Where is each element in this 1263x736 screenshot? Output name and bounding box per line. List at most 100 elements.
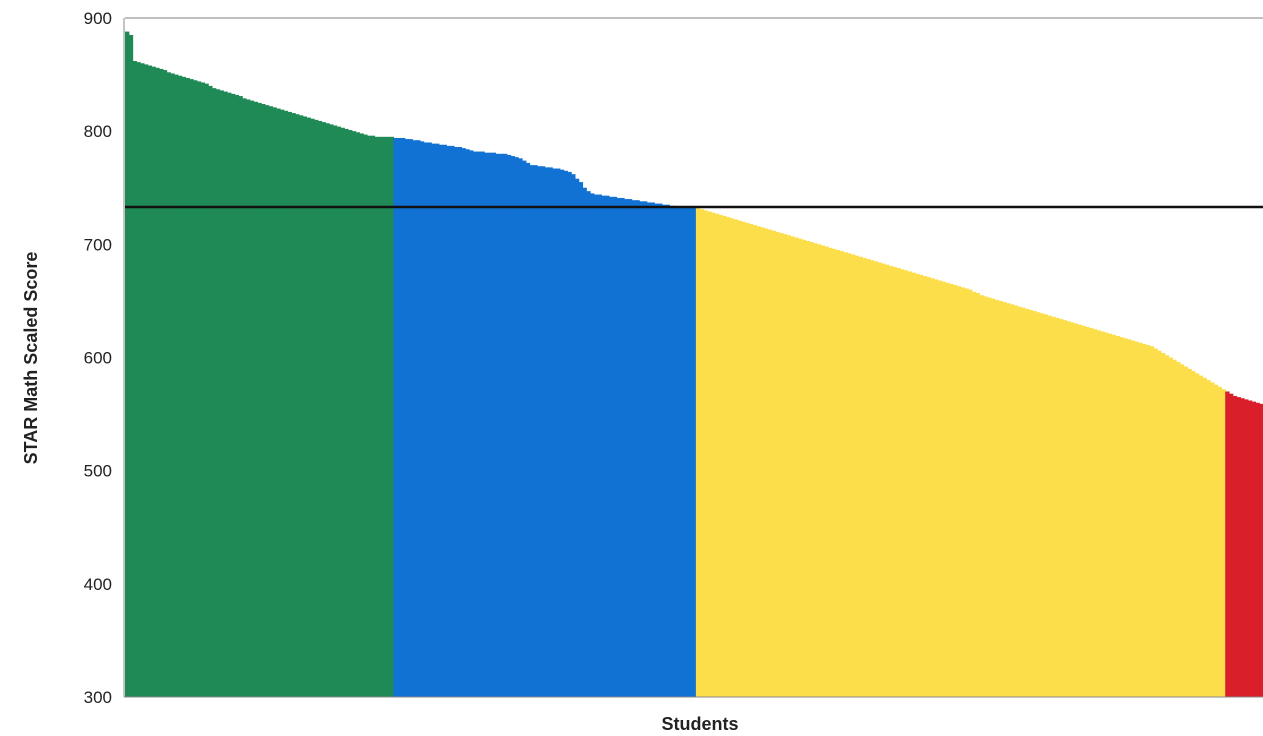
bar (1096, 330, 1102, 697)
bar (998, 300, 1003, 697)
bar (230, 93, 236, 697)
bar (688, 206, 693, 698)
bar (215, 89, 221, 698)
bar (658, 203, 663, 697)
bar (612, 196, 618, 698)
bar (419, 141, 425, 698)
bar (624, 199, 629, 697)
bar (695, 208, 701, 697)
bar (843, 252, 848, 697)
bar (1168, 357, 1173, 697)
bar (204, 83, 209, 697)
bar (824, 246, 829, 697)
bar (669, 205, 674, 698)
bar (1009, 304, 1015, 697)
bar (835, 249, 841, 698)
bar (775, 231, 780, 697)
bar (1017, 306, 1022, 697)
bar (510, 156, 516, 697)
bar (763, 228, 769, 698)
bar (1051, 316, 1056, 697)
bar (295, 114, 300, 697)
bar (472, 151, 478, 698)
y-tick-labels: 300 400 500 600 700 800 900 (84, 9, 112, 707)
bar (771, 230, 776, 697)
bar (627, 199, 633, 697)
bar (903, 270, 909, 697)
bar (1039, 313, 1045, 697)
bar (234, 94, 240, 697)
bar (794, 237, 799, 698)
bar (329, 124, 334, 697)
bar (298, 115, 304, 697)
bar (442, 144, 447, 697)
bar (960, 287, 965, 697)
bar (287, 111, 292, 698)
bar (427, 142, 432, 698)
bar (926, 277, 931, 697)
bar (752, 225, 757, 697)
bar (1259, 403, 1263, 697)
bar (1194, 373, 1200, 697)
bar (699, 209, 705, 697)
bar (219, 90, 224, 698)
bar (745, 222, 750, 697)
bar (782, 234, 788, 697)
bar (208, 85, 213, 697)
bar (692, 206, 697, 698)
bar (280, 109, 285, 697)
bar (1070, 322, 1075, 697)
bar (896, 268, 901, 697)
bar (310, 118, 315, 698)
bar (276, 108, 281, 697)
bar (608, 196, 614, 698)
bar (707, 211, 712, 697)
bar (185, 77, 190, 698)
bar (975, 293, 981, 697)
bar (567, 171, 572, 697)
bar (911, 272, 916, 698)
bar (1047, 315, 1052, 697)
bar (211, 88, 217, 697)
bar (385, 136, 391, 697)
bar (412, 140, 417, 698)
bar (416, 140, 421, 698)
bar (654, 203, 659, 697)
bar (495, 153, 500, 698)
bar (174, 74, 179, 697)
bar (642, 201, 648, 697)
bar (915, 273, 920, 697)
bar (877, 262, 882, 697)
bar (949, 283, 954, 697)
bar (245, 99, 251, 698)
bar (261, 104, 266, 697)
bar (676, 206, 682, 698)
bar (918, 274, 924, 697)
bar (268, 106, 274, 697)
bar (382, 136, 387, 697)
bar (506, 154, 512, 697)
bar (1092, 329, 1098, 697)
bar (832, 248, 837, 698)
bar (1138, 342, 1143, 697)
bar (1228, 393, 1234, 697)
bar (355, 132, 360, 698)
bar (722, 216, 727, 698)
bar (711, 212, 716, 697)
bar (227, 92, 232, 697)
bar (937, 280, 943, 697)
y-tick-label: 600 (84, 349, 112, 368)
bar (181, 76, 187, 698)
bar (238, 96, 243, 698)
bar (741, 221, 746, 697)
bar (1236, 397, 1241, 697)
bar (480, 151, 485, 698)
bar (994, 299, 999, 697)
bar (756, 226, 761, 698)
y-tick-label: 700 (84, 235, 112, 254)
bar (1247, 400, 1253, 697)
bar (155, 67, 160, 698)
bar (881, 263, 886, 697)
bar (1062, 320, 1067, 697)
